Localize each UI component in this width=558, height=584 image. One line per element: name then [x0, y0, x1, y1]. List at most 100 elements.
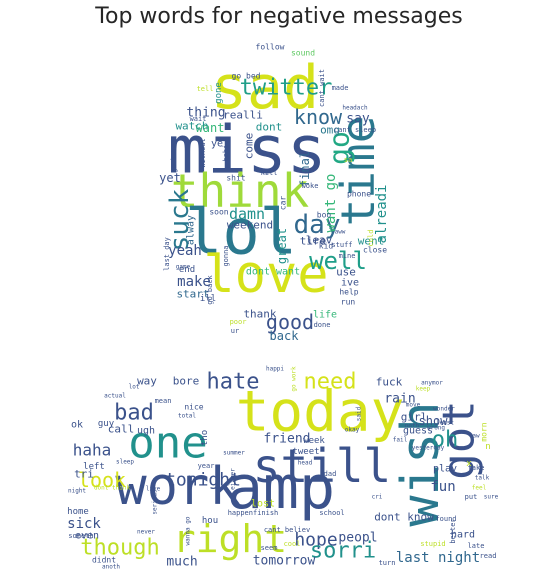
word-late: late [468, 542, 485, 550]
word-lol: lol [185, 196, 297, 269]
word-year: year [198, 462, 215, 470]
word-lost: lost [251, 499, 275, 510]
word-alway: alway [186, 215, 197, 245]
word-left: left [83, 462, 105, 472]
word-amp: amp [227, 453, 335, 523]
word-anymor: anymor [421, 380, 443, 387]
word-total: total [178, 413, 196, 420]
word-go-home: go home [170, 143, 178, 173]
word-woke: woke [302, 182, 319, 190]
word-sad: sad [211, 53, 319, 123]
word-better: better [449, 518, 457, 543]
word-dont: dont [256, 121, 283, 134]
word-never: never [137, 529, 155, 536]
word-aww: aww [335, 229, 346, 236]
word-sound: sound [291, 49, 315, 58]
word-leav: leav [306, 234, 333, 247]
word-take: take [468, 464, 485, 472]
word-go-work: go work [291, 366, 298, 392]
word-tell: tell [197, 85, 214, 93]
word-either: either [230, 468, 237, 490]
word-girl: girl [401, 411, 428, 424]
word-fun: fun [430, 479, 455, 495]
word-haha: haha [73, 441, 112, 460]
word-talk: talk [475, 475, 490, 482]
word-cri: cri [372, 494, 383, 501]
word-back: back [270, 329, 300, 343]
word-go: go [323, 131, 356, 165]
word-bore: bore [173, 375, 200, 388]
word-way: way [137, 375, 157, 388]
word-ur: ur [231, 327, 239, 335]
word-call: call [108, 423, 135, 436]
word-weekend: weekend [227, 219, 273, 232]
word-sa: sa [344, 156, 352, 164]
word-week: week [303, 436, 325, 446]
word-last-day: last day [163, 237, 171, 271]
word-rain: rain [384, 392, 415, 407]
word-guess: guess [403, 426, 433, 437]
word-gonna: gonna [222, 245, 230, 266]
word-x: x [466, 459, 472, 469]
word-anoth: anoth [102, 564, 120, 571]
word-put: put [465, 493, 478, 501]
word-soon: soon [209, 208, 228, 217]
word-twitter: twitter [240, 76, 333, 101]
word-found: found [435, 515, 456, 523]
word-follow: follow [256, 43, 285, 52]
word-suck: suck [165, 188, 195, 251]
word-show: show [419, 414, 449, 428]
word-fail: fail [393, 437, 408, 444]
word-tomorrow: tomorrow [253, 554, 316, 569]
word-hate: hate [207, 370, 260, 395]
word-turn: turn [379, 559, 396, 567]
word-hope: hope [294, 530, 337, 551]
word-look: look [78, 468, 126, 492]
word-sleep: sleep [116, 459, 134, 466]
word-watch: watch [175, 120, 208, 133]
word-go-back: go back [206, 274, 214, 304]
word-kill: kill [261, 169, 278, 177]
word-dont-know: dont know [374, 511, 434, 524]
word-life: life [313, 310, 337, 321]
word-even: even [75, 531, 99, 542]
word-nice: nice [184, 403, 203, 412]
word-ugh: ugh [137, 426, 155, 437]
word-happi: happi [266, 366, 284, 373]
word-didnt: didnt [92, 556, 116, 565]
word-tweet: tweet [292, 447, 319, 457]
word-want-go: want go [323, 173, 339, 232]
chart-title: Top words for negative messages [95, 4, 463, 29]
word-realli: realli [223, 109, 263, 122]
word-use: use [336, 266, 356, 279]
word-stupid: stupid [420, 540, 445, 548]
word-poor: poor [230, 318, 247, 326]
word-know: know [294, 105, 343, 129]
word-miss: miss [168, 112, 327, 189]
word-think: think [171, 164, 309, 218]
word-gone: gone [214, 82, 224, 104]
word-night: night [68, 488, 86, 495]
word-well: well [309, 247, 367, 275]
word-sick: sick [67, 516, 101, 532]
word-yet: yet [159, 171, 181, 185]
word-today: today [236, 380, 405, 445]
word-okay: okay [345, 427, 360, 434]
word-say: say [346, 112, 370, 127]
word-cant-believ: cant believ [264, 526, 310, 534]
word-feel: feel [472, 485, 487, 492]
word-happenfinish: happenfinish [228, 509, 279, 517]
word-great: great [275, 228, 289, 264]
word-without: without [199, 138, 207, 168]
word-someth: someth [68, 532, 93, 540]
word-lot: lot [129, 384, 140, 391]
word-though: though [80, 536, 159, 561]
word-morn: morn [480, 422, 489, 441]
word-tho: tho [200, 430, 210, 446]
word-ive: ive [341, 278, 359, 289]
word-keep: keep [416, 386, 431, 393]
word-babi: babi [222, 145, 230, 162]
word-kid: kid [319, 242, 334, 251]
